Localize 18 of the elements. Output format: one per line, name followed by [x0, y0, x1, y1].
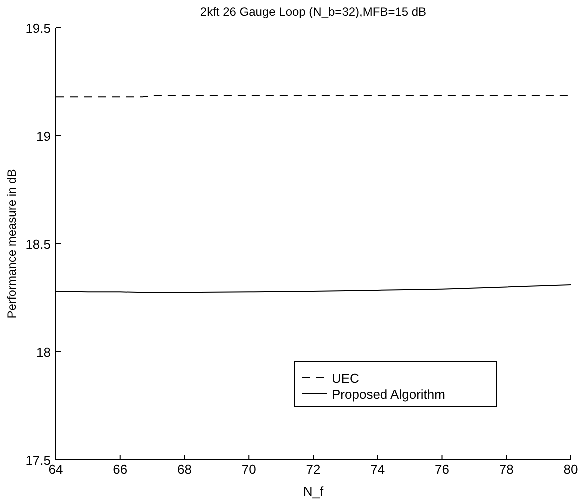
legend-label: Proposed Algorithm — [332, 387, 446, 402]
chart-title: 2kft 26 Gauge Loop (N_b=32),MFB=15 dB — [200, 5, 427, 19]
x-tick-label: 78 — [499, 462, 514, 477]
x-axis-title: N_f — [303, 484, 324, 499]
legend-label: UEC — [332, 371, 360, 386]
y-tick-label: 17.5 — [26, 453, 51, 468]
x-tick-label: 72 — [306, 462, 321, 477]
x-tick-label: 80 — [564, 462, 578, 477]
x-tick-label: 68 — [178, 462, 192, 477]
y-tick-label: 18 — [36, 345, 51, 360]
x-tick-label: 70 — [242, 462, 256, 477]
x-tick-label: 74 — [370, 462, 386, 477]
y-tick-label: 19 — [36, 129, 51, 144]
y-tick-label: 19.5 — [26, 21, 51, 36]
x-tick-label: 66 — [113, 462, 128, 477]
y-axis-title: Performance measure in dB — [5, 169, 19, 319]
x-tick-label: 76 — [435, 462, 450, 477]
y-tick-label: 18.5 — [26, 237, 51, 252]
